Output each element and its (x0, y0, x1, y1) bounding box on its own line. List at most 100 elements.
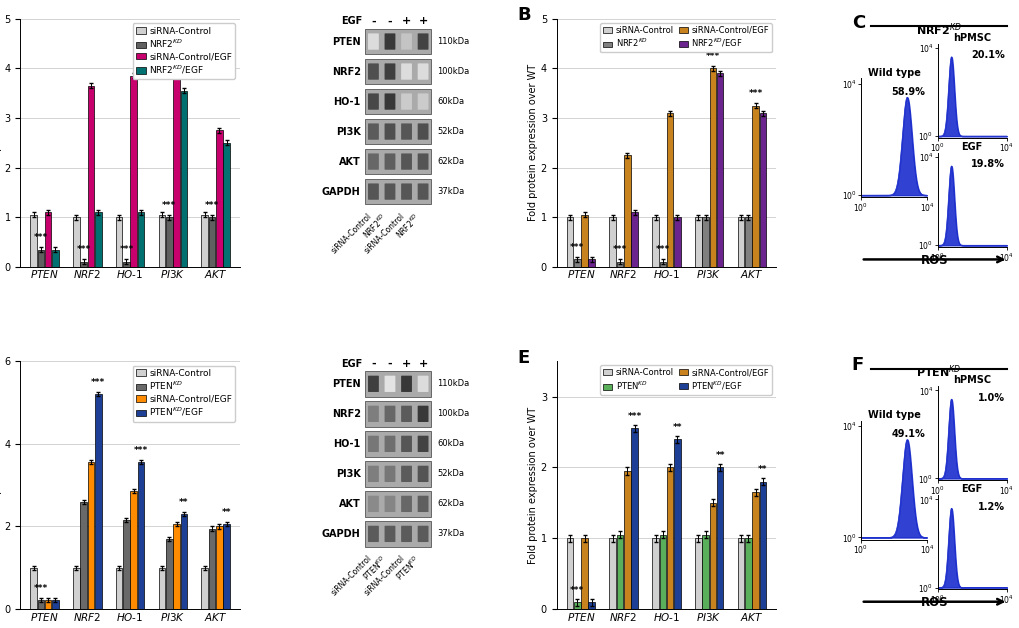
Bar (38, 249, 44, 267)
Bar (752, 106, 758, 267)
Bar (202, 215, 208, 267)
Bar (209, 529, 215, 609)
Text: AKT: AKT (338, 499, 361, 509)
Bar (202, 568, 208, 609)
Text: ***: *** (612, 246, 627, 254)
Bar (31, 215, 37, 267)
Bar (651, 217, 658, 267)
Bar (130, 76, 137, 267)
Text: siRNA-Control: siRNA-Control (329, 211, 373, 255)
Text: PI3K: PI3K (335, 469, 361, 479)
FancyBboxPatch shape (368, 436, 378, 452)
Text: ***: *** (570, 243, 584, 252)
Y-axis label: Fold mRNA expression over WT: Fold mRNA expression over WT (0, 67, 2, 219)
Bar (88, 462, 94, 609)
Bar (73, 217, 79, 267)
Bar (88, 86, 94, 267)
Text: ***: *** (76, 246, 91, 254)
Bar (581, 538, 587, 609)
FancyBboxPatch shape (365, 179, 431, 204)
Legend: siRNA-Control, PTEN$^{KD}$, siRNA-Control/EGF, PTEN$^{KD}$/EGF: siRNA-Control, PTEN$^{KD}$, siRNA-Contro… (600, 365, 771, 394)
Text: PTEN$^{KD}$: PTEN$^{KD}$ (915, 364, 961, 380)
Text: NRF2$^{KD}$: NRF2$^{KD}$ (915, 21, 961, 38)
FancyBboxPatch shape (365, 371, 431, 397)
Bar (631, 212, 637, 267)
Text: EGF: EGF (340, 16, 362, 26)
Bar (95, 394, 102, 609)
Text: GAPDH: GAPDH (322, 187, 361, 197)
Bar (209, 217, 215, 267)
Bar (223, 524, 229, 609)
Bar (81, 262, 87, 267)
FancyBboxPatch shape (384, 436, 395, 452)
FancyBboxPatch shape (368, 183, 378, 200)
Bar (574, 602, 580, 609)
Text: **: ** (179, 497, 189, 507)
Text: PTEN: PTEN (332, 36, 361, 46)
FancyBboxPatch shape (400, 406, 412, 422)
Bar (73, 568, 79, 609)
Text: 52kDa: 52kDa (437, 469, 464, 479)
Text: PTEN$^{KD}$: PTEN$^{KD}$ (360, 554, 389, 583)
Bar (674, 217, 680, 267)
Bar (716, 467, 722, 609)
Text: HO-1: HO-1 (333, 97, 361, 107)
Bar (624, 471, 630, 609)
Bar (702, 217, 708, 267)
Legend: siRNA-Control, PTEN$^{KD}$, siRNA-Control/EGF, PTEN$^{KD}$/EGF: siRNA-Control, PTEN$^{KD}$, siRNA-Contro… (132, 365, 235, 421)
Bar (631, 428, 637, 609)
Bar (52, 600, 59, 609)
Bar (581, 215, 587, 267)
Text: 37kDa: 37kDa (437, 529, 465, 538)
Text: 110kDa: 110kDa (437, 37, 469, 46)
FancyBboxPatch shape (365, 461, 431, 487)
FancyBboxPatch shape (368, 466, 378, 482)
FancyBboxPatch shape (400, 94, 412, 110)
Bar (31, 568, 37, 609)
FancyBboxPatch shape (400, 495, 412, 512)
Text: +: + (401, 359, 411, 369)
FancyBboxPatch shape (400, 436, 412, 452)
FancyBboxPatch shape (400, 526, 412, 542)
Bar (159, 568, 165, 609)
Bar (116, 217, 122, 267)
Bar (180, 91, 186, 267)
Text: ***: *** (34, 233, 48, 242)
Text: ROS: ROS (920, 254, 948, 267)
FancyBboxPatch shape (417, 94, 428, 110)
Text: +: + (418, 16, 427, 26)
FancyBboxPatch shape (368, 124, 378, 139)
Bar (567, 217, 573, 267)
Text: ***: *** (655, 246, 669, 254)
FancyBboxPatch shape (400, 376, 412, 392)
FancyBboxPatch shape (365, 521, 431, 546)
FancyBboxPatch shape (417, 466, 428, 482)
Text: **: ** (714, 451, 725, 460)
Text: AKT: AKT (338, 156, 361, 166)
Bar (694, 217, 701, 267)
Bar (666, 113, 673, 267)
Bar (567, 538, 573, 609)
FancyBboxPatch shape (365, 89, 431, 114)
FancyBboxPatch shape (400, 63, 412, 80)
Bar (216, 131, 222, 267)
Bar (694, 538, 701, 609)
Text: siRNA-Control: siRNA-Control (362, 554, 407, 597)
Bar (609, 217, 615, 267)
Bar (744, 538, 751, 609)
Text: ROS: ROS (920, 596, 948, 609)
Bar (616, 262, 623, 267)
FancyBboxPatch shape (417, 124, 428, 139)
Text: -: - (371, 359, 375, 369)
FancyBboxPatch shape (400, 466, 412, 482)
Text: ***: *** (162, 201, 176, 210)
Bar (759, 482, 765, 609)
Bar (651, 538, 658, 609)
Y-axis label: Fold mRNA expression over WT: Fold mRNA expression over WT (0, 409, 2, 561)
FancyBboxPatch shape (365, 59, 431, 84)
FancyBboxPatch shape (400, 153, 412, 170)
FancyBboxPatch shape (384, 466, 395, 482)
Text: GAPDH: GAPDH (322, 529, 361, 539)
Bar (659, 262, 665, 267)
Bar (223, 143, 229, 267)
